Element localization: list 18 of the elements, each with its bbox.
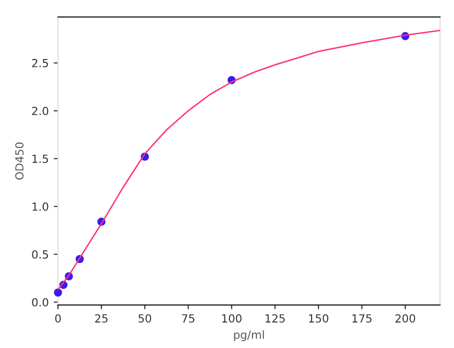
x-tick-label: 200	[395, 314, 416, 323]
x-tick-label: 100	[222, 314, 242, 323]
y-tick-label: 0.0	[32, 298, 48, 307]
x-tick-label: 25	[95, 314, 108, 323]
y-axis-title: OD450	[15, 142, 24, 180]
x-tick-label: 75	[182, 314, 194, 323]
x-tick-label: 50	[138, 314, 152, 323]
x-tick-label: 125	[266, 314, 285, 323]
x-tick-label: 0	[55, 314, 61, 323]
y-tick-label: 1.0	[32, 202, 48, 211]
x-axis-title: pg/ml	[234, 330, 264, 342]
point	[54, 288, 62, 297]
y-tick-label: 2.0	[32, 106, 48, 116]
y-tick-label: 0.5	[32, 250, 48, 259]
y-tick-label: 2.5	[32, 58, 48, 68]
x-tick-label: 175	[352, 314, 372, 323]
x-tick-label: 150	[309, 314, 328, 323]
y-tick-label: 1.5	[32, 154, 48, 163]
